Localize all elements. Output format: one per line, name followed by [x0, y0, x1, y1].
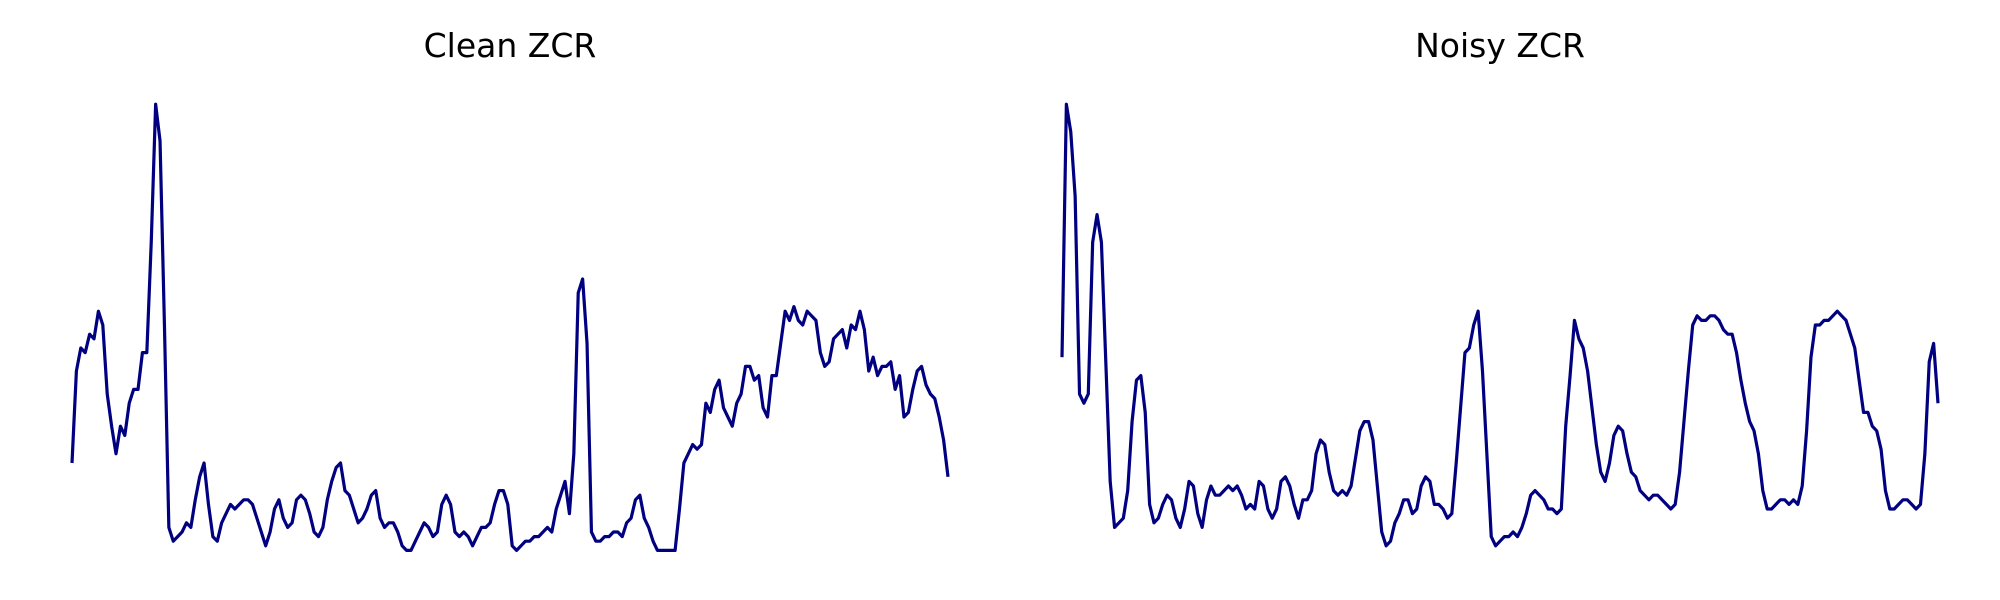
clean-zcr-panel: Clean ZCR: [70, 26, 950, 553]
clean-zcr-title: Clean ZCR: [424, 26, 597, 65]
noisy-zcr-panel: Noisy ZCR: [1060, 26, 1940, 548]
noisy-zcr-title: Noisy ZCR: [1415, 26, 1585, 65]
noisy-zcr-line: [1060, 102, 1940, 548]
noisy-zcr-plot-area: [1060, 102, 1940, 548]
clean-zcr-line: [70, 102, 950, 553]
clean-zcr-plot-area: [70, 102, 950, 553]
